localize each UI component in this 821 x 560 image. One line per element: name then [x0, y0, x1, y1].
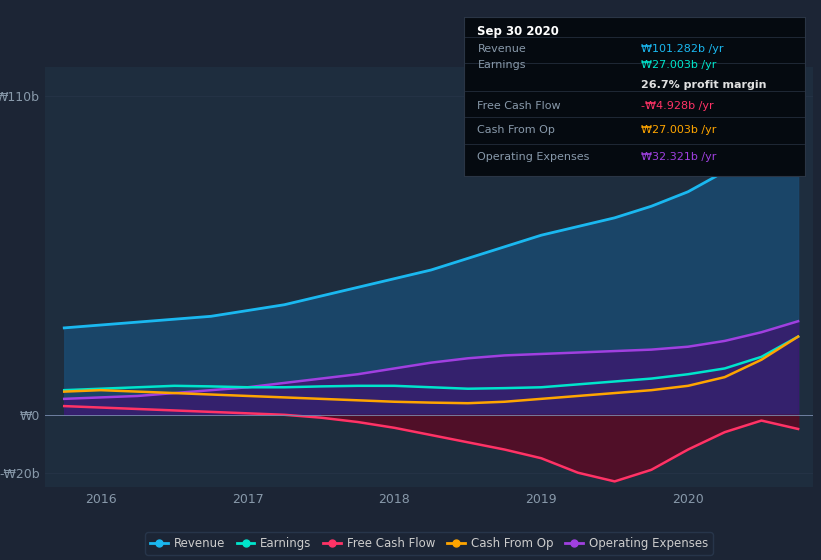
Legend: Revenue, Earnings, Free Cash Flow, Cash From Op, Operating Expenses: Revenue, Earnings, Free Cash Flow, Cash …	[145, 533, 713, 555]
Text: Cash From Op: Cash From Op	[478, 125, 555, 135]
Text: Operating Expenses: Operating Expenses	[478, 152, 589, 162]
Text: ₩32.321b /yr: ₩32.321b /yr	[641, 152, 717, 162]
Text: Revenue: Revenue	[478, 44, 526, 54]
Text: ₩27.003b /yr: ₩27.003b /yr	[641, 60, 717, 69]
Text: ₩27.003b /yr: ₩27.003b /yr	[641, 125, 717, 135]
Text: ₩101.282b /yr: ₩101.282b /yr	[641, 44, 723, 54]
Text: -₩4.928b /yr: -₩4.928b /yr	[641, 101, 713, 111]
Text: Free Cash Flow: Free Cash Flow	[478, 101, 561, 111]
Text: 26.7% profit margin: 26.7% profit margin	[641, 81, 767, 90]
Text: Sep 30 2020: Sep 30 2020	[478, 25, 559, 38]
Text: Earnings: Earnings	[478, 60, 526, 69]
